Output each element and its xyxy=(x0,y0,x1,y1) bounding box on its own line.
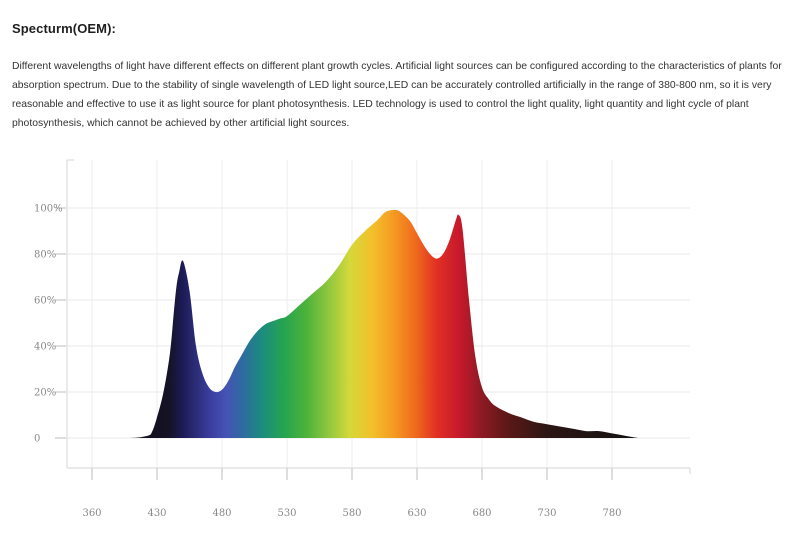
x-tick-label: 630 xyxy=(407,508,426,519)
page-title: Specturm(OEM): xyxy=(12,21,116,36)
y-tick-label: 60% xyxy=(34,296,56,307)
spectrum-chart: 0 20% 40% 60% 80% 100% 360 430 480 530 580 630 680 7… xyxy=(0,150,800,538)
x-tick-label: 480 xyxy=(212,508,231,519)
x-tick-label: 430 xyxy=(147,508,166,519)
y-tick-label: 80% xyxy=(34,250,56,261)
x-tick-label: 780 xyxy=(602,508,621,519)
x-tick-label: 580 xyxy=(342,508,361,519)
x-tick-label: 680 xyxy=(472,508,491,519)
description-text: Different wavelengths of light have diff… xyxy=(12,61,782,129)
y-tick-label: 100% xyxy=(34,204,63,215)
y-tick-label: 40% xyxy=(34,342,56,353)
x-tick-label: 730 xyxy=(537,508,556,519)
x-tick-label: 530 xyxy=(277,508,296,519)
x-tick-labels: 360 430 480 530 580 630 680 730 780 xyxy=(82,508,621,519)
spectrum-chart-svg: 0 20% 40% 60% 80% 100% 360 430 480 530 580 630 680 7… xyxy=(34,159,691,519)
spectrum-series-area xyxy=(92,209,638,438)
y-tick-label: 0 xyxy=(34,434,40,445)
axis-layer xyxy=(66,159,691,474)
y-tick-label: 20% xyxy=(34,388,56,399)
y-tick-labels: 0 20% 40% 60% 80% 100% xyxy=(34,204,63,445)
x-tick-label: 360 xyxy=(82,508,101,519)
